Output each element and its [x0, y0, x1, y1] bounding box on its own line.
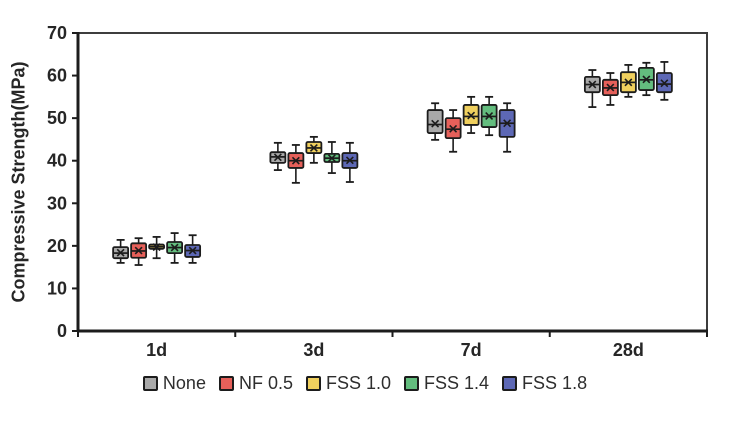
x-tick-label: 1d	[146, 340, 167, 360]
legend-label-fss-1-4: FSS 1.4	[424, 373, 490, 393]
mean-x-FSS10-28d	[624, 78, 633, 87]
x-tick-label: 28d	[613, 340, 644, 360]
x-tick-label: 3d	[303, 340, 324, 360]
mean-x-FSS10-1d	[152, 243, 161, 252]
mean-x-None-3d	[273, 153, 282, 162]
y-tick-label: 70	[47, 23, 67, 43]
mean-x-None-28d	[588, 80, 597, 89]
mean-x-None-7d	[431, 119, 440, 128]
legend-item-nf-0-5: NF 0.5	[218, 373, 293, 394]
legend-marker-fss-1-0	[305, 376, 321, 391]
mean-x-None-1d	[116, 248, 125, 257]
legend-marker-none	[142, 376, 158, 391]
mean-x-FSS18-1d	[188, 246, 197, 255]
mean-x-FSS10-7d	[467, 111, 476, 120]
mean-x-FSS18-7d	[503, 119, 512, 128]
mean-x-FSS14-1d	[170, 243, 179, 252]
legend-item-fss-1-4: FSS 1.4	[404, 373, 489, 394]
y-tick-label: 60	[47, 66, 67, 86]
mean-x-NF05-7d	[449, 124, 458, 133]
legend-label-none: None	[162, 373, 206, 393]
legend-item-fss-1-0: FSS 1.0	[305, 373, 392, 394]
legend-item-none: None	[142, 373, 206, 394]
y-tick-label: 20	[47, 236, 67, 256]
legend-label-fss-1-0: FSS 1.0	[325, 373, 392, 393]
x-tick-label: 7d	[461, 340, 482, 360]
legend: None NF 0.5 FSS 1.0 FSS 1.4 FSS 1.8	[0, 373, 730, 394]
y-tick-label: 50	[47, 108, 67, 128]
legend-item-fss-1-8: FSS 1.8	[502, 373, 587, 394]
plot-frame	[77, 32, 708, 332]
mean-x-FSS14-28d	[642, 75, 651, 84]
legend-label-fss-1-8: FSS 1.8	[522, 373, 588, 393]
mean-x-NF05-28d	[606, 83, 615, 92]
y-tick-label: 0	[57, 321, 67, 341]
mean-x-FSS18-3d	[345, 156, 354, 165]
legend-marker-nf-0-5	[218, 376, 234, 391]
mean-x-NF05-3d	[291, 156, 300, 165]
legend-marker-fss-1-4	[404, 376, 420, 391]
y-tick-label: 30	[47, 193, 67, 213]
mean-x-FSS14-7d	[485, 112, 494, 120]
legend-label-nf-0-5: NF 0.5	[238, 373, 293, 393]
y-tick-label: 40	[47, 151, 67, 171]
mean-x-FSS18-28d	[660, 79, 669, 88]
mean-x-FSS10-3d	[309, 143, 318, 152]
y-tick-label: 10	[47, 278, 67, 298]
legend-marker-fss-1-8	[502, 376, 518, 391]
box-None-7d	[426, 109, 444, 134]
mean-x-FSS14-3d	[327, 154, 336, 163]
mean-x-NF05-1d	[134, 246, 143, 255]
